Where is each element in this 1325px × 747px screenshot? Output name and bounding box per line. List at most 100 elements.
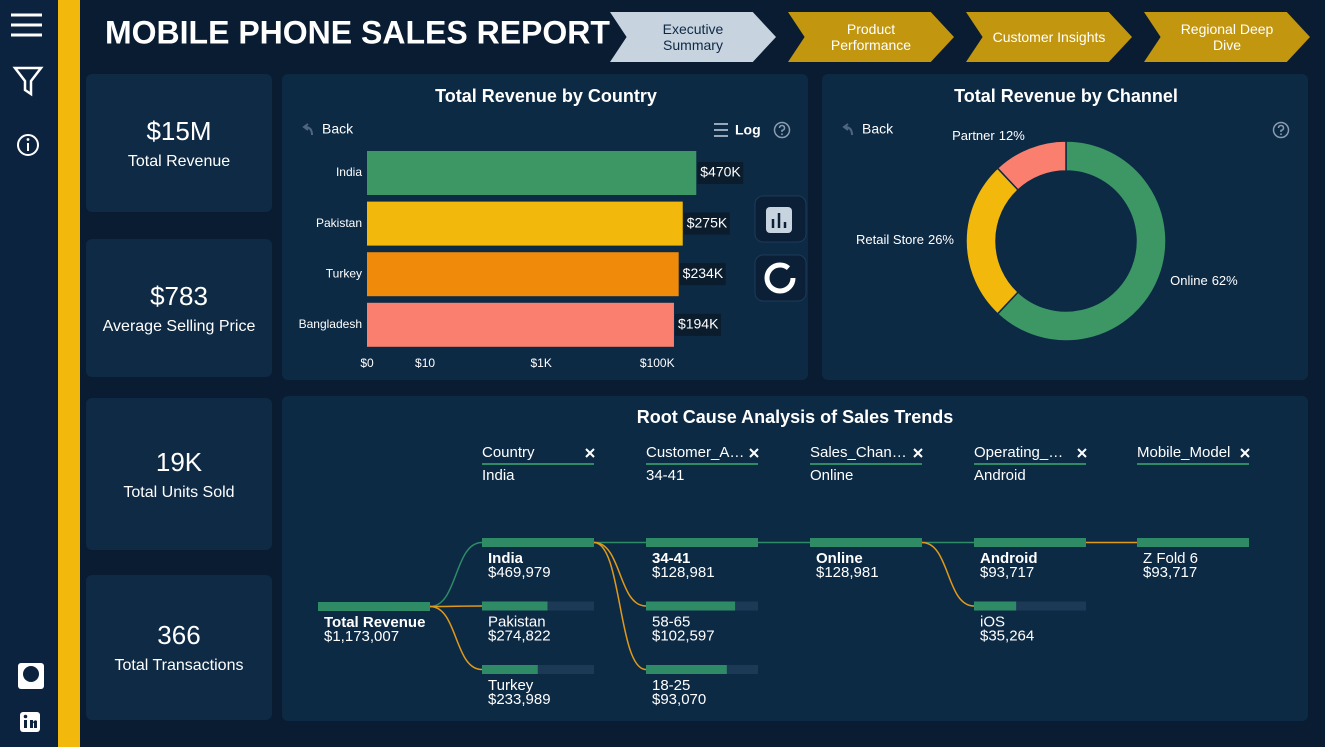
back-button[interactable]: Back — [302, 121, 354, 137]
x-tick-label: $100K — [640, 356, 675, 370]
help-dot — [1280, 133, 1282, 136]
github-icon[interactable] — [18, 663, 44, 689]
icon-button[interactable] — [754, 195, 807, 243]
node-bar — [646, 665, 727, 674]
node-label[interactable]: Online — [816, 550, 863, 567]
column-field: Operating_… — [974, 444, 1063, 461]
node-value: $469,979 — [488, 564, 551, 581]
node-label[interactable]: Total Revenue — [324, 614, 425, 631]
column-selection: 34-41 — [646, 467, 684, 484]
back-label: Back — [322, 121, 354, 137]
filter-icon[interactable] — [12, 66, 44, 97]
bar — [367, 252, 679, 297]
node-bar — [810, 538, 922, 547]
slice-category: Partner — [952, 128, 995, 143]
kpi-label: Average Selling Price — [102, 317, 256, 335]
node-label[interactable]: Turkey — [488, 677, 534, 694]
kpi-value: $783 — [150, 280, 208, 311]
node-value: $1,173,007 — [324, 628, 399, 645]
nav-tab[interactable]: Customer Insights — [966, 12, 1132, 62]
node-label[interactable]: Pakistan — [488, 613, 546, 630]
help-glyph — [778, 124, 786, 132]
slice-label: Retail Store 26% — [856, 232, 954, 247]
help-icon[interactable] — [1272, 121, 1290, 139]
remove-level[interactable] — [913, 448, 923, 458]
connector — [593, 541, 647, 671]
linkedin-icon[interactable] — [20, 712, 40, 732]
kpi-card: $15M Total Revenue — [86, 74, 272, 212]
slice-value: 62% — [1212, 274, 1238, 289]
slice-category: Retail Store — [856, 232, 924, 247]
node-label[interactable]: Android — [980, 550, 1038, 567]
node-bar — [482, 538, 594, 547]
column-selection: Online — [810, 467, 853, 484]
report-title: MOBILE PHONE SALES REPORT — [105, 14, 610, 50]
nav-tab[interactable]: Product Performance — [788, 12, 954, 62]
kpi-value: $15M — [146, 115, 212, 146]
connector — [429, 605, 483, 671]
bar — [367, 151, 697, 195]
kpi-card: 19K Total Units Sold — [86, 398, 272, 550]
node-label[interactable]: Z Fold 6 — [1143, 550, 1198, 567]
panel — [282, 396, 1308, 721]
sidebar — [0, 0, 58, 747]
node-bar — [482, 665, 538, 674]
log-toggle[interactable]: Log — [714, 122, 761, 138]
remove-icon — [1077, 448, 1087, 458]
node-track — [482, 665, 594, 674]
y-tick-label: India — [336, 165, 362, 179]
slice-value: 26% — [928, 232, 954, 247]
value-label: $275K — [687, 214, 728, 230]
remove-level[interactable] — [1240, 448, 1250, 458]
kpi-card: $783 Average Selling Price — [86, 239, 272, 377]
column-selection: Android — [974, 467, 1026, 484]
remove-icon — [749, 448, 759, 458]
node-track — [974, 601, 1086, 611]
value-label: $194K — [678, 316, 719, 332]
connector — [429, 541, 483, 608]
accent-stripe — [58, 0, 80, 747]
remove-level[interactable] — [1077, 448, 1087, 458]
back-button[interactable]: Back — [842, 121, 894, 137]
node-label[interactable]: India — [488, 550, 524, 567]
bar — [367, 302, 674, 347]
column-field: Customer_A… — [646, 444, 744, 461]
column-field: Sales_Chan… — [810, 444, 907, 461]
connector — [921, 541, 975, 607]
value-label: $470K — [700, 164, 741, 180]
menu-icon[interactable] — [11, 13, 42, 37]
nav-tab[interactable]: Regional Deep Dive — [1144, 12, 1310, 62]
kpi-card: 366 Total Transactions — [86, 575, 272, 720]
value-label-bg — [683, 212, 730, 235]
kpi-label: Total Transactions — [114, 657, 244, 674]
node-bar — [482, 601, 548, 611]
bar — [367, 201, 683, 246]
node-label[interactable]: iOS — [980, 613, 1005, 630]
node-label[interactable]: 58-65 — [652, 613, 690, 630]
node-bar — [646, 601, 736, 611]
remove-level[interactable] — [585, 448, 595, 458]
help-circle — [773, 121, 791, 139]
node-value: $35,264 — [980, 627, 1034, 644]
value-label-bg — [697, 162, 744, 184]
slice-value: 12% — [999, 128, 1025, 143]
icon-button[interactable] — [754, 254, 807, 302]
kpi-label: Total Revenue — [127, 152, 231, 170]
slice — [996, 140, 1067, 192]
kpi-label: Total Units Sold — [123, 483, 235, 501]
remove-icon — [585, 448, 595, 458]
slice-category: Online — [1170, 274, 1208, 289]
kpi-value: 19K — [155, 446, 203, 477]
node-label[interactable]: 34-41 — [652, 550, 690, 567]
node-label[interactable]: 18-25 — [652, 677, 690, 694]
node-value: $233,989 — [488, 691, 551, 708]
remove-level[interactable] — [749, 448, 759, 458]
info-icon[interactable] — [17, 134, 39, 156]
column-selection: India — [482, 467, 515, 484]
node-value: $93,070 — [652, 691, 706, 708]
nav-tab[interactable]: Executive Summary — [610, 12, 776, 62]
help-icon[interactable] — [773, 121, 791, 139]
x-tick-label: $10 — [415, 356, 435, 370]
